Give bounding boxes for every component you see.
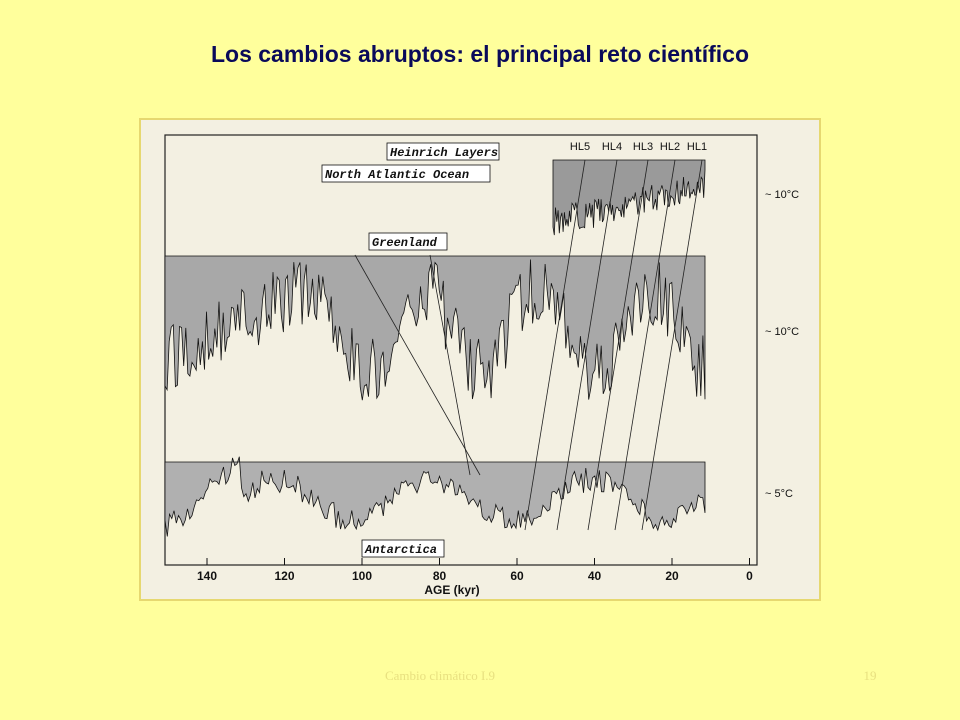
- band: [552, 159, 706, 236]
- title: Los cambios abruptos: el principal reto …: [211, 41, 749, 67]
- x-tick-label: 100: [352, 569, 372, 583]
- label-box: [321, 164, 491, 183]
- x-tick-label: 40: [588, 569, 602, 583]
- temperature-note: ~ 10°C: [765, 326, 799, 338]
- correlation-line: [641, 159, 703, 531]
- x-tick-label: 140: [197, 569, 217, 583]
- correlation-line: [524, 159, 586, 531]
- panel-label: Heinrich Layers: [390, 146, 498, 160]
- correlation-line: [587, 159, 649, 531]
- x-tick-label: 80: [433, 569, 447, 583]
- label-box: [361, 539, 445, 558]
- panel-label: Antarctica: [364, 543, 437, 557]
- heinrich-layer: HL4: [602, 141, 622, 153]
- label-box: [386, 142, 500, 161]
- panel-label: Greenland: [372, 236, 438, 250]
- heinrich-layer: HL3: [633, 141, 653, 153]
- label-box: [368, 232, 448, 251]
- temperature-note: ~ 5°C: [765, 488, 793, 500]
- labels: Heinrich Layers North Atlantic Ocean Green…: [197, 141, 799, 597]
- x-tick-label: 60: [510, 569, 524, 583]
- correlation-line: [429, 254, 471, 476]
- temperature-note: ~ 10°C: [765, 189, 799, 201]
- heinrich-layer: HL2: [660, 141, 680, 153]
- band: [164, 456, 706, 537]
- heinrich-layer: HL1: [687, 141, 707, 153]
- correlation-line: [354, 254, 481, 476]
- panel-label: North Atlantic Ocean: [325, 168, 469, 182]
- x-tick-label: 120: [274, 569, 294, 583]
- x-tick-label: 20: [665, 569, 679, 583]
- x-tick-label: 0: [746, 569, 753, 583]
- correlation-line: [614, 159, 676, 531]
- correlation-line: [556, 159, 618, 531]
- x-axis-label: AGE (kyr): [424, 583, 479, 597]
- heinrich-layer: HL5: [570, 141, 590, 153]
- footer-left: Cambio climático I.9: [385, 668, 495, 683]
- page-number: 19: [864, 668, 877, 683]
- band: [164, 255, 706, 401]
- curves: [164, 159, 706, 537]
